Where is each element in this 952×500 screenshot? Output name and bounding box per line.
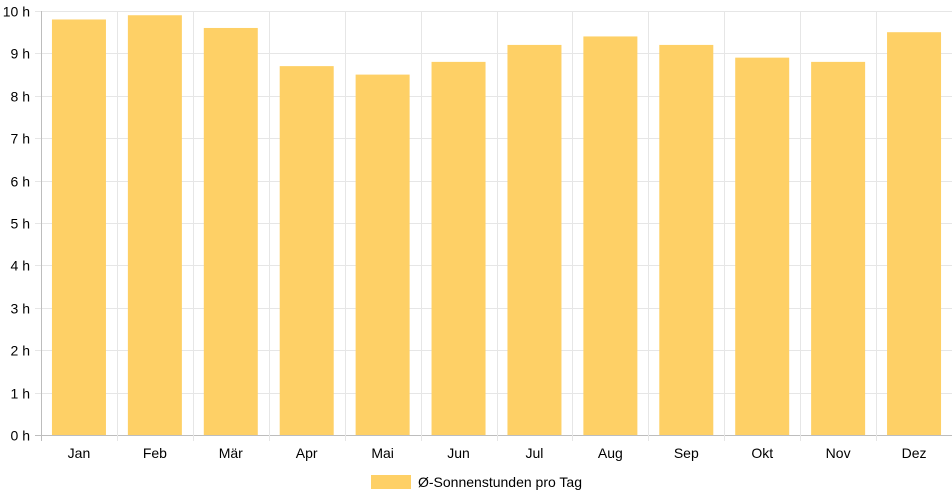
bar[interactable] xyxy=(203,27,258,436)
bar[interactable] xyxy=(811,61,866,435)
y-tick-label: 2 h xyxy=(11,343,30,359)
x-tick-label: Nov xyxy=(826,445,851,461)
x-tick-label: Jul xyxy=(526,445,544,461)
x-tick-label: Mai xyxy=(371,445,394,461)
y-tick-label: 6 h xyxy=(11,174,30,190)
y-tick-label: 1 h xyxy=(11,386,30,402)
y-axis: 0 h 1 h 2 h 3 h 4 h 5 h 6 h 7 h 8 h 9 h 10 h xyxy=(3,4,30,444)
x-tick-label: Jan xyxy=(68,445,91,461)
legend-swatch xyxy=(371,475,411,489)
x-tick-label: Apr xyxy=(296,445,318,461)
x-tick-label: Feb xyxy=(143,445,167,461)
y-tick-label: 10 h xyxy=(3,4,30,20)
y-tick-label: 8 h xyxy=(11,89,30,105)
y-tick-label: 4 h xyxy=(11,258,30,274)
bar[interactable] xyxy=(659,44,714,436)
y-tick-label: 0 h xyxy=(11,428,30,444)
bar[interactable] xyxy=(583,36,638,435)
x-axis: Jan Feb Mär Apr Mai Jun Jul Aug Sep Okt Nov Dez xyxy=(68,445,927,461)
bar[interactable] xyxy=(51,19,106,435)
legend-label: Ø-Sonnenstunden pro Tag xyxy=(418,474,582,490)
bar[interactable] xyxy=(355,74,410,435)
chart-legend: Ø-Sonnenstunden pro Tag xyxy=(371,474,582,490)
bar[interactable] xyxy=(735,57,790,435)
chart-bars xyxy=(51,15,942,436)
y-tick-label: 7 h xyxy=(11,131,30,147)
x-tick-label: Okt xyxy=(751,445,773,461)
x-tick-label: Dez xyxy=(902,445,927,461)
chart-grid xyxy=(35,11,952,441)
x-tick-label: Jun xyxy=(447,445,470,461)
y-tick-label: 3 h xyxy=(11,301,30,317)
y-tick-label: 9 h xyxy=(11,46,30,62)
bar[interactable] xyxy=(127,15,182,436)
bar[interactable] xyxy=(507,44,562,436)
bar[interactable] xyxy=(431,61,486,435)
x-tick-label: Aug xyxy=(598,445,623,461)
bar[interactable] xyxy=(279,66,334,436)
bar[interactable] xyxy=(887,32,942,435)
x-tick-label: Mär xyxy=(219,445,243,461)
x-tick-label: Sep xyxy=(674,445,699,461)
y-tick-label: 5 h xyxy=(11,216,30,232)
